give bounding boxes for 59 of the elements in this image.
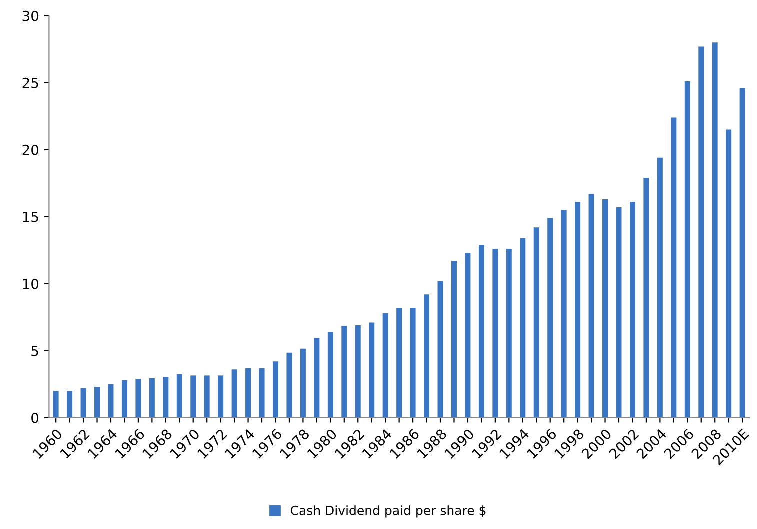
bar (273, 362, 278, 418)
bar (232, 370, 238, 418)
bar (53, 391, 59, 418)
bar (204, 376, 210, 418)
bar (740, 88, 746, 418)
bar (644, 178, 650, 418)
bar (465, 253, 471, 418)
bar (602, 199, 608, 418)
y-tick-label: 30 (22, 10, 39, 22)
bar (588, 194, 594, 418)
bar (369, 322, 375, 418)
bar (671, 118, 677, 418)
bar (548, 218, 554, 418)
y-tick-label: 5 (32, 346, 38, 356)
bar (149, 378, 155, 418)
bar (520, 238, 526, 418)
bar (108, 384, 114, 418)
bar (314, 338, 320, 418)
y-tick-label: 10 (23, 278, 39, 290)
bar (246, 368, 252, 418)
bar (492, 249, 498, 418)
bar (478, 245, 484, 418)
y-tick-label: 0 (32, 412, 39, 424)
bar (534, 228, 540, 418)
bar (163, 377, 169, 418)
bar (286, 352, 292, 418)
bar (575, 202, 581, 418)
bar (657, 158, 663, 418)
bar (616, 208, 622, 418)
bar (438, 281, 444, 418)
y-tick-label: 15 (23, 212, 38, 222)
y-tick-label: 25 (22, 78, 38, 88)
bar (506, 249, 512, 418)
bar (561, 210, 567, 418)
bar (176, 374, 182, 418)
bar (712, 42, 718, 418)
bar (190, 376, 196, 418)
bar (698, 46, 704, 418)
bar (410, 308, 416, 418)
bar (382, 313, 388, 418)
bar (342, 326, 348, 418)
bar (218, 376, 224, 418)
bar (94, 387, 100, 418)
bar (684, 82, 690, 418)
bar (259, 368, 265, 418)
bar (424, 294, 430, 418)
y-tick-label: 20 (22, 144, 39, 156)
bar (396, 308, 402, 418)
bar (80, 388, 86, 418)
bar (300, 348, 306, 418)
bar (136, 379, 142, 418)
bar (630, 202, 636, 418)
legend-label: Cash Dividend paid per share $ (290, 506, 486, 518)
bar (355, 325, 361, 418)
bar (67, 391, 73, 418)
bar (328, 332, 334, 418)
bar (726, 130, 732, 418)
bar (451, 261, 457, 418)
bar (122, 380, 128, 418)
